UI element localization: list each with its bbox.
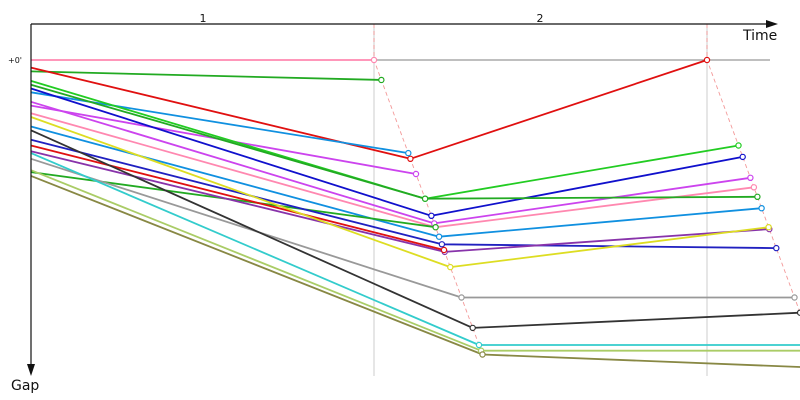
series-9-lap-2-point [750, 184, 758, 191]
series-8-lap-2-point [747, 174, 754, 181]
series-17-lap-1-point [458, 294, 465, 301]
series-line-14 [30, 150, 770, 253]
y-axis-title: Gap [11, 378, 39, 394]
series-line-15 [30, 144, 445, 251]
lap-label-1: 1 [200, 12, 207, 25]
series-5-lap-1-point [412, 170, 420, 178]
series-1-lap-1-point [370, 56, 378, 64]
series-7-lap-1-point [428, 212, 435, 219]
lap-label-2: 2 [537, 12, 544, 25]
series-line-21 [30, 175, 800, 368]
series-lines [30, 59, 800, 368]
series-markers [370, 56, 800, 358]
y-axis-arrow-icon [27, 364, 35, 376]
series-4-lap-1-point [405, 149, 412, 157]
series-19-lap-1-point [475, 341, 483, 349]
series-11-lap-1-point [435, 233, 443, 240]
series-15-lap-1-point [440, 246, 448, 254]
series-11-lap-2-point [758, 204, 765, 212]
series-line-10 [30, 83, 758, 200]
y-tick-label-zero: +0' [8, 56, 22, 65]
series-10-lap-1-point [421, 195, 429, 202]
series-17-lap-2-point [791, 294, 798, 301]
series-12-lap-1-point [432, 223, 439, 231]
x-axis-arrow-icon [766, 20, 778, 28]
series-2-lap-1-point [378, 76, 385, 84]
series-6-lap-2-point [735, 142, 742, 149]
series-10-lap-2-point [754, 193, 761, 200]
series-line-6 [30, 80, 739, 200]
chart-background [31, 24, 800, 376]
x-axis-title: Time [742, 28, 777, 44]
series-16-lap-2-point [765, 223, 772, 231]
series-line-2 [30, 70, 382, 81]
series-21-lap-1-point [479, 351, 486, 358]
series-13-lap-1-point [438, 241, 446, 248]
series-13-lap-2-point [773, 244, 780, 252]
series-16-lap-1-point [447, 263, 454, 271]
series-18-lap-2-point [796, 309, 800, 316]
series-3-lap-2-point [703, 56, 711, 64]
series-18-lap-1-point [469, 324, 476, 332]
lap-2-position-trace [706, 24, 800, 314]
series-3-lap-1-point [407, 155, 414, 162]
series-7-lap-2-point [739, 153, 746, 161]
